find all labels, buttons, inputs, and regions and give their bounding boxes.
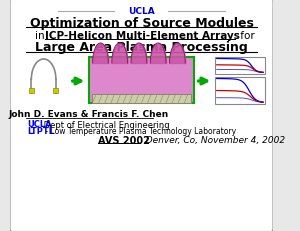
Text: AVS 2002: AVS 2002: [98, 135, 150, 145]
Text: John D. Evans & Francis F. Chen: John D. Evans & Francis F. Chen: [9, 110, 169, 119]
Bar: [92, 94, 191, 103]
Bar: [29, 89, 34, 94]
Text: Denver, Co, November 4, 2002: Denver, Co, November 4, 2002: [140, 136, 285, 145]
Text: UCLA: UCLA: [27, 120, 52, 129]
Text: in: in: [35, 31, 48, 41]
Bar: [215, 78, 265, 105]
Text: UCLA: UCLA: [128, 7, 155, 16]
Text: Optimization of Source Modules: Optimization of Source Modules: [30, 16, 254, 29]
Text: - Low Temperature Plasma Technology Laboratory: - Low Temperature Plasma Technology Labo…: [43, 127, 236, 136]
Bar: [89, 58, 194, 103]
Text: for: for: [237, 31, 255, 41]
FancyBboxPatch shape: [10, 0, 274, 231]
Bar: [215, 58, 265, 75]
Bar: [53, 89, 58, 94]
Text: Large Area Plasma Processing: Large Area Plasma Processing: [35, 41, 248, 54]
Text: Dept of Electrical Engineering: Dept of Electrical Engineering: [41, 120, 169, 129]
Text: LTPTL: LTPTL: [27, 127, 54, 136]
Text: ICP-Helicon Multi-Element Arrays: ICP-Helicon Multi-Element Arrays: [45, 31, 240, 41]
